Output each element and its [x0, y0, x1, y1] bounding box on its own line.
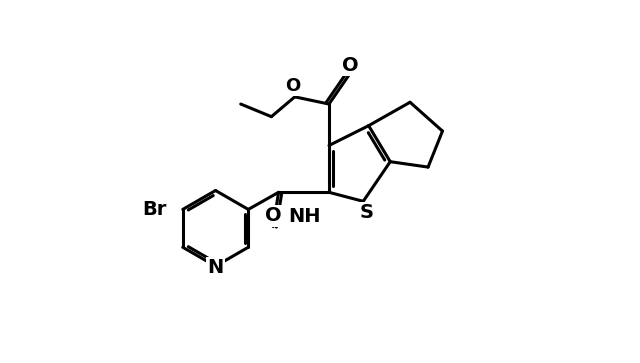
Text: O: O: [342, 56, 359, 75]
Text: NH: NH: [289, 207, 321, 226]
Text: S: S: [360, 203, 374, 223]
Text: O: O: [265, 206, 282, 225]
Text: N: N: [207, 258, 223, 277]
Text: O: O: [285, 77, 301, 95]
Text: Br: Br: [142, 200, 166, 219]
